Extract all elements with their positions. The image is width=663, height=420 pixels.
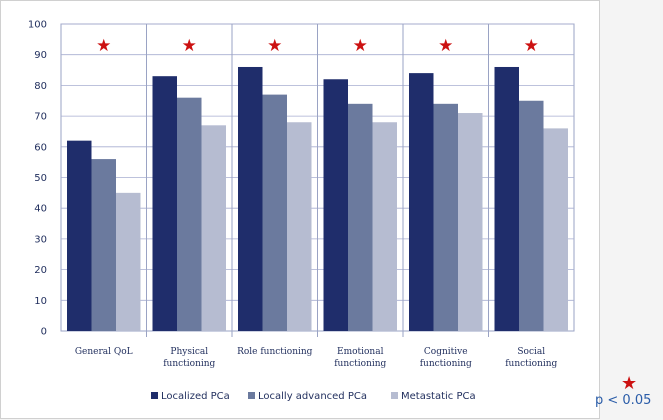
bar bbox=[348, 103, 373, 331]
x-tick-label: General QoL bbox=[75, 347, 133, 357]
bar bbox=[177, 97, 202, 332]
x-tick-label: Cognitive bbox=[424, 347, 468, 357]
significance-star-icon: ★ bbox=[267, 36, 282, 56]
legend-swatch bbox=[248, 392, 255, 399]
x-tick-label: Role functioning bbox=[237, 347, 313, 357]
bar bbox=[201, 125, 226, 331]
bar bbox=[458, 113, 483, 331]
y-tick-label: 80 bbox=[34, 81, 47, 92]
x-tick-label: Social bbox=[517, 347, 545, 357]
bar bbox=[543, 128, 568, 331]
bar bbox=[238, 66, 263, 331]
significance-star-icon: ★ bbox=[524, 36, 539, 56]
bar bbox=[152, 76, 177, 331]
y-tick-label: 0 bbox=[41, 327, 47, 338]
bar bbox=[262, 94, 287, 331]
bar bbox=[67, 140, 92, 331]
significance-label: p < 0.05 bbox=[595, 393, 652, 408]
y-tick-label: 100 bbox=[28, 20, 47, 31]
y-tick-label: 70 bbox=[34, 112, 47, 123]
bar bbox=[409, 73, 434, 332]
bar bbox=[116, 192, 141, 331]
significance-key: ★ p < 0.05 bbox=[595, 373, 663, 409]
y-tick-label: 60 bbox=[34, 142, 47, 153]
bar bbox=[519, 100, 544, 331]
x-tick-label: Physical bbox=[170, 347, 208, 357]
significance-star-icon: ★ bbox=[353, 36, 368, 56]
bar bbox=[433, 103, 458, 331]
legend-label: Localized PCa bbox=[161, 391, 230, 402]
chart-frame: 0 10 20 30 40 50 60 70 80 90 100 ★ ★ ★ ★ ★ ★ General QoL P… bbox=[0, 0, 600, 419]
y-tick-label: 90 bbox=[34, 50, 47, 61]
y-tick-label: 50 bbox=[34, 173, 47, 184]
bar bbox=[91, 159, 116, 331]
bar-chart: 0 10 20 30 40 50 60 70 80 90 100 ★ ★ ★ ★ ★ ★ General QoL P… bbox=[28, 20, 575, 402]
legend-label: Locally advanced PCa bbox=[258, 391, 367, 402]
significance-star-icon: ★ bbox=[621, 373, 638, 394]
legend-label: Metastatic PCa bbox=[401, 391, 476, 402]
x-tick-label: Emotional bbox=[337, 347, 384, 357]
significance-star-icon: ★ bbox=[96, 36, 111, 56]
x-tick-label: functioning bbox=[420, 359, 472, 369]
x-tick-label: functioning bbox=[334, 359, 386, 369]
legend-swatch bbox=[391, 392, 398, 399]
y-tick-label: 10 bbox=[34, 296, 47, 307]
significance-star-icon: ★ bbox=[438, 36, 453, 56]
y-tick-label: 20 bbox=[34, 265, 47, 276]
y-tick-label: 30 bbox=[34, 234, 47, 245]
bar bbox=[323, 79, 348, 331]
bar bbox=[287, 122, 312, 332]
bar bbox=[372, 122, 397, 332]
legend-swatch bbox=[151, 392, 158, 399]
y-tick-label: 40 bbox=[34, 204, 47, 215]
x-tick-label: functioning bbox=[505, 359, 557, 369]
x-tick-label: functioning bbox=[163, 359, 215, 369]
significance-star-icon: ★ bbox=[182, 36, 197, 56]
bar bbox=[494, 66, 519, 331]
